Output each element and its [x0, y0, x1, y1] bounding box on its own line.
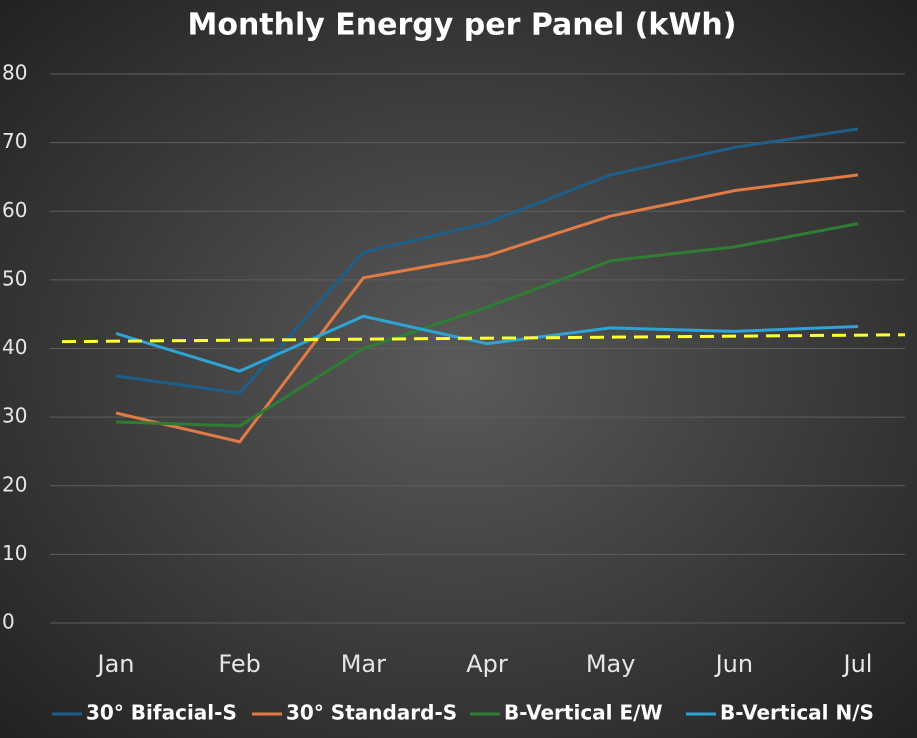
legend-label: B-Vertical E/W — [504, 701, 663, 725]
series-line — [115, 314, 859, 373]
x-tick-label: May — [586, 650, 636, 678]
x-tick-label: Jan — [96, 650, 135, 678]
series-line — [115, 173, 859, 444]
series-line — [115, 222, 859, 428]
y-tick-label: 70 — [2, 129, 27, 153]
y-tick-label: 50 — [2, 266, 27, 290]
x-tick-label: Feb — [218, 650, 261, 678]
x-tick-label: Apr — [466, 650, 508, 678]
y-tick-label: 20 — [2, 472, 27, 496]
y-tick-label: 0 — [2, 610, 15, 634]
y-tick-label: 60 — [2, 198, 27, 222]
x-tick-label: Mar — [341, 650, 386, 678]
series-line — [115, 127, 859, 395]
legend-label: 30° Standard-S — [286, 701, 457, 725]
y-tick-label: 30 — [2, 404, 27, 428]
trendline — [61, 333, 906, 344]
y-tick-label: 80 — [2, 61, 27, 85]
y-tick-label: 40 — [2, 335, 27, 359]
x-tick-label: Jul — [842, 650, 873, 678]
x-tick-label: Jun — [714, 650, 754, 678]
legend-label: B-Vertical N/S — [720, 701, 874, 725]
y-tick-label: 10 — [2, 541, 27, 565]
legend-label: 30° Bifacial-S — [86, 701, 237, 725]
chart-title: Monthly Energy per Panel (kWh) — [187, 8, 736, 43]
